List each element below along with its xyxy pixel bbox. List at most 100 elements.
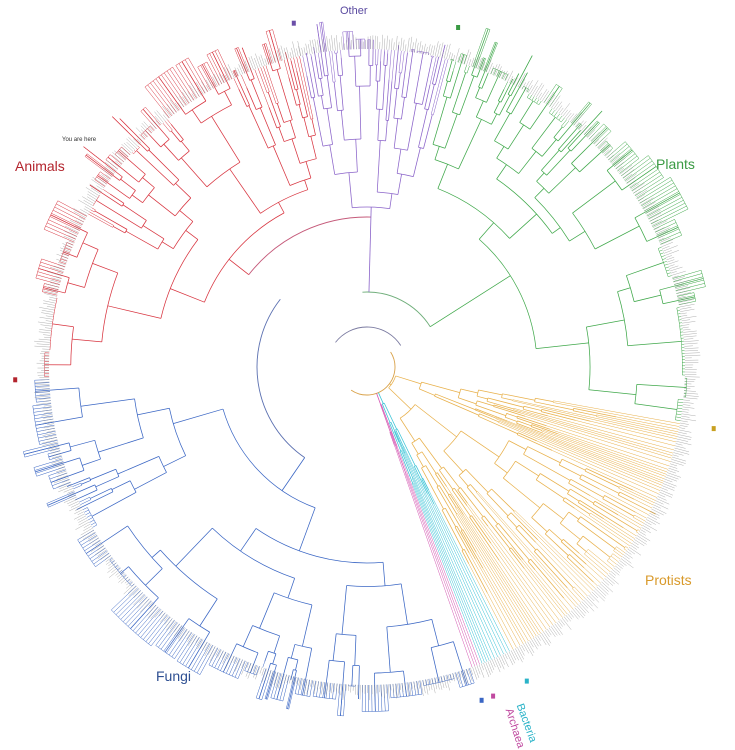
- branch-line: [260, 108, 275, 145]
- branch-line: [88, 191, 98, 197]
- branch-line: [615, 549, 624, 555]
- branch-line: [552, 228, 560, 234]
- branch-line: [683, 405, 691, 406]
- branch-arc: [476, 117, 491, 124]
- branch-line: [306, 44, 308, 55]
- branch-line: [37, 344, 50, 345]
- branch-line: [192, 110, 201, 123]
- branch-line: [466, 469, 488, 492]
- branch-line: [443, 81, 447, 96]
- branch-line: [663, 483, 675, 488]
- branch-line: [284, 48, 287, 59]
- branch-line: [164, 456, 186, 467]
- branch-line: [396, 376, 421, 384]
- branch-arc: [554, 137, 558, 141]
- branch-line: [307, 680, 310, 695]
- branch-line: [414, 52, 423, 103]
- branch-line: [567, 557, 593, 582]
- branch-line: [564, 598, 573, 609]
- branch-line: [435, 396, 479, 415]
- branch-line: [36, 384, 50, 385]
- branch-line: [612, 149, 631, 165]
- tree-tips: [34, 35, 700, 701]
- branch-line: [511, 513, 538, 540]
- branch-line: [145, 107, 160, 125]
- branch-arc: [256, 528, 383, 562]
- branch-line: [497, 165, 507, 179]
- branch-line: [454, 488, 467, 505]
- branch-line: [626, 551, 631, 555]
- branch-line: [343, 684, 344, 700]
- branch-line: [215, 51, 229, 81]
- branch-line: [658, 494, 665, 497]
- branch-line: [91, 522, 95, 525]
- branch-arc: [347, 584, 402, 587]
- branch-line: [176, 183, 191, 198]
- branch-line: [138, 592, 142, 596]
- branch-line: [683, 327, 689, 328]
- branch-line: [544, 97, 548, 102]
- branch-line: [617, 564, 623, 569]
- branch-arc: [414, 466, 416, 467]
- branch-line: [626, 262, 663, 275]
- branch-line: [619, 158, 639, 173]
- branch-line: [442, 52, 444, 58]
- branch-line: [171, 131, 180, 142]
- branch-line: [666, 475, 678, 479]
- branch-line: [277, 70, 292, 120]
- branch-line: [401, 38, 402, 51]
- branch-line: [413, 483, 484, 662]
- branch-line: [39, 339, 50, 340]
- branch-line: [355, 56, 356, 86]
- branch-line: [569, 483, 591, 495]
- branch-line: [384, 685, 385, 712]
- branch-line: [682, 407, 694, 409]
- branch-line: [422, 452, 436, 474]
- branch-line: [341, 36, 342, 50]
- branch-line: [569, 231, 585, 241]
- branch-line: [593, 504, 637, 531]
- branch-line: [669, 265, 675, 267]
- branch-line: [682, 411, 689, 412]
- branch-line: [684, 386, 694, 387]
- branch-line: [381, 49, 382, 61]
- branch-line: [70, 440, 95, 447]
- branch-line: [566, 113, 571, 119]
- branch-line: [118, 151, 145, 175]
- branch-line: [531, 639, 537, 649]
- branch-line: [336, 53, 338, 76]
- branch-line: [334, 38, 335, 51]
- branch-line: [682, 414, 696, 416]
- branch-line: [663, 245, 678, 251]
- branch-line: [532, 117, 555, 148]
- branch-line: [678, 432, 687, 434]
- branch-line: [605, 578, 613, 585]
- branch-line: [519, 151, 536, 173]
- branch-line: [527, 642, 534, 653]
- branch-line: [93, 263, 118, 273]
- branch-line: [81, 399, 135, 406]
- branch-line: [58, 265, 65, 267]
- branch-arc: [435, 160, 459, 169]
- branch-arc: [274, 593, 312, 605]
- branch-line: [556, 114, 559, 118]
- branch-line: [238, 661, 245, 679]
- branch-line: [175, 632, 192, 658]
- branch-line: [46, 437, 57, 439]
- branch-line: [672, 457, 686, 461]
- branch-arc: [524, 447, 528, 455]
- branch-line: [435, 146, 439, 159]
- branch-line: [43, 335, 50, 336]
- branch-line: [307, 680, 310, 696]
- branch-line: [637, 194, 645, 199]
- branch-line: [469, 668, 474, 683]
- branch-line: [326, 683, 328, 695]
- branch-line: [540, 89, 547, 100]
- branch-line: [582, 475, 619, 494]
- branch-line: [219, 74, 224, 83]
- branch-line: [479, 390, 503, 395]
- branch-line: [340, 75, 343, 110]
- branch-line: [629, 183, 636, 188]
- branch-arc: [496, 523, 499, 525]
